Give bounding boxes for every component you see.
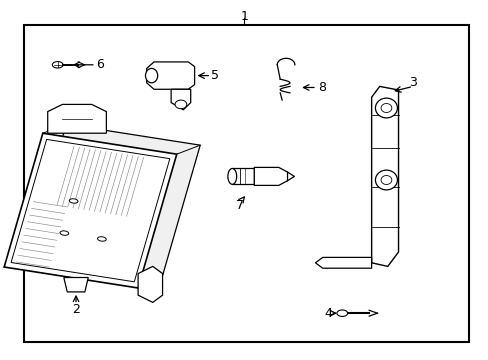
Ellipse shape	[97, 237, 106, 241]
Text: 3: 3	[408, 76, 416, 89]
Ellipse shape	[336, 310, 347, 316]
Ellipse shape	[145, 68, 157, 83]
Polygon shape	[146, 62, 194, 89]
Ellipse shape	[380, 104, 391, 112]
Polygon shape	[48, 104, 106, 133]
Polygon shape	[171, 89, 190, 110]
Polygon shape	[315, 257, 371, 268]
Text: 1: 1	[240, 10, 248, 23]
Ellipse shape	[227, 168, 236, 184]
Text: 4: 4	[324, 307, 332, 320]
Ellipse shape	[375, 98, 397, 118]
Ellipse shape	[60, 231, 69, 235]
Polygon shape	[254, 167, 287, 185]
Circle shape	[175, 100, 186, 109]
Polygon shape	[138, 266, 162, 302]
Text: 7: 7	[235, 199, 243, 212]
Ellipse shape	[69, 199, 78, 203]
Bar	[24, 25, 468, 342]
Polygon shape	[63, 278, 88, 292]
Polygon shape	[371, 86, 398, 266]
Polygon shape	[232, 168, 254, 184]
Text: 2: 2	[72, 303, 80, 316]
Ellipse shape	[52, 62, 63, 68]
Polygon shape	[28, 124, 200, 279]
Polygon shape	[4, 133, 176, 288]
Text: 5: 5	[211, 69, 219, 82]
Text: 8: 8	[317, 81, 325, 94]
Text: 6: 6	[96, 58, 104, 71]
Ellipse shape	[380, 175, 391, 184]
Ellipse shape	[375, 170, 397, 190]
Polygon shape	[11, 139, 169, 282]
